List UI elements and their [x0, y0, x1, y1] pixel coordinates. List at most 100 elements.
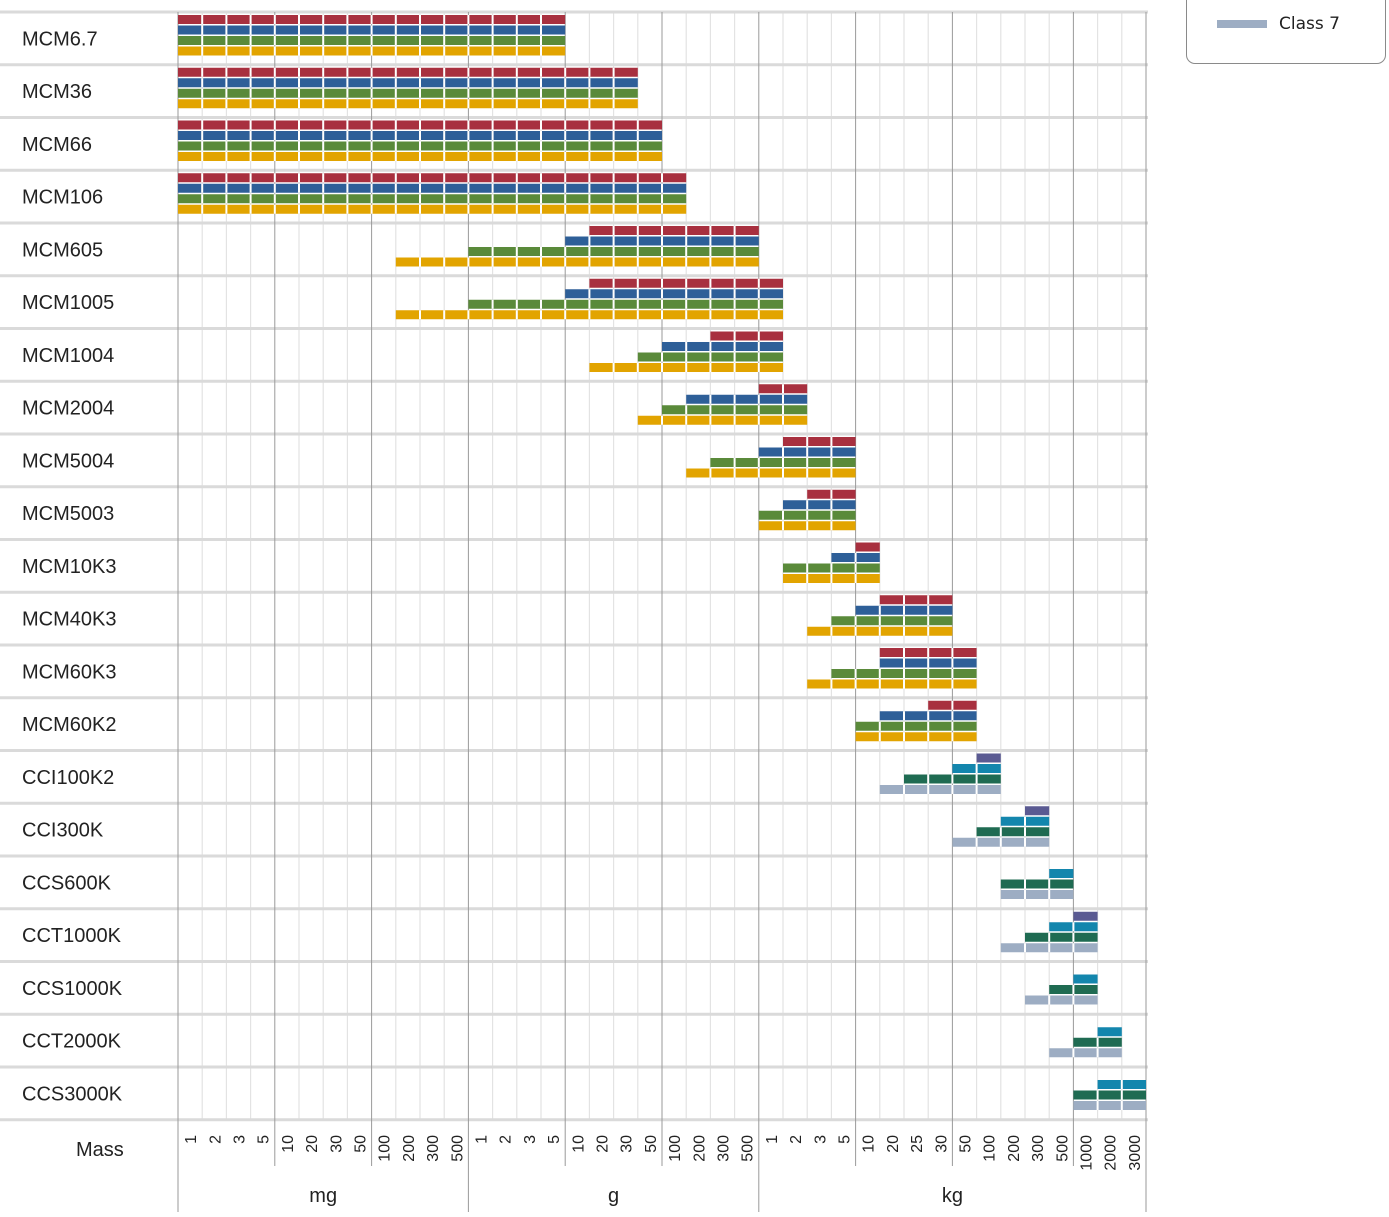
tick-label: 30: [933, 1135, 950, 1153]
model-label: MCM36: [22, 81, 92, 103]
model-label: MCM5003: [22, 503, 114, 525]
range-bar: [178, 78, 638, 88]
range-bar: [1073, 974, 1098, 984]
unit-label: kg: [942, 1185, 963, 1207]
range-bar: [1025, 995, 1098, 1005]
tick-label: 5: [837, 1135, 854, 1144]
tick-label: 1: [474, 1135, 491, 1144]
tick-label: 200: [401, 1135, 418, 1162]
model-label: MCM106: [22, 187, 103, 209]
range-bar: [468, 299, 783, 309]
range-bar: [178, 204, 687, 214]
model-label: CCT2000K: [22, 1031, 122, 1053]
legend-label: Class 7: [1279, 14, 1340, 34]
range-bar: [1073, 1090, 1146, 1100]
tick-label: 10: [861, 1135, 878, 1153]
tick-label: 500: [740, 1135, 757, 1162]
range-bar: [976, 827, 1050, 837]
legend: Class 6 Class 7: [1186, 0, 1386, 64]
tick-label: 500: [1054, 1135, 1071, 1162]
range-bar: [686, 468, 856, 478]
tick-label: 500: [449, 1135, 466, 1162]
model-label: MCM60K2: [22, 714, 116, 736]
model-label: MCM6.7: [22, 28, 98, 50]
tick-label: 50: [643, 1135, 660, 1153]
tick-label: 20: [304, 1135, 321, 1153]
model-label: CCT1000K: [22, 925, 122, 947]
tick-label: 50: [353, 1135, 370, 1153]
tick-label: 200: [1006, 1135, 1023, 1162]
range-bar: [855, 732, 977, 742]
range-bar: [879, 785, 1001, 794]
range-bar: [855, 721, 977, 731]
range-bar: [1049, 1048, 1122, 1058]
range-bar: [1073, 911, 1098, 921]
range-bar: [1049, 869, 1074, 878]
model-label: CCI100K2: [22, 767, 114, 789]
range-bar: [178, 88, 638, 98]
tick-label: 1000: [1079, 1135, 1096, 1171]
unit-label: mg: [309, 1185, 337, 1207]
tick-label: 300: [716, 1135, 733, 1162]
model-label: CCI300K: [22, 820, 104, 842]
tick-label: 25: [909, 1135, 926, 1153]
mass-axis-label: Mass: [76, 1139, 124, 1161]
tick-label: 3: [522, 1135, 539, 1144]
range-bar: [178, 99, 638, 109]
tick-label: 100: [377, 1135, 394, 1162]
range-bar: [662, 342, 783, 351]
range-bar: [1097, 1027, 1122, 1037]
tick-label: 100: [982, 1135, 999, 1162]
tick-label: 100: [667, 1135, 684, 1162]
model-label: MCM5004: [22, 450, 114, 472]
legend-swatch: [1217, 20, 1267, 28]
model-label: MCM10K3: [22, 556, 116, 578]
range-bar: [807, 679, 977, 689]
range-bar: [395, 257, 759, 267]
tick-label: 1: [764, 1135, 781, 1144]
range-bar: [783, 500, 856, 510]
range-bar: [783, 437, 856, 446]
tick-label: 200: [691, 1135, 708, 1162]
tick-label: 2000: [1103, 1135, 1120, 1171]
model-label: CCS3000K: [22, 1083, 123, 1105]
tick-label: 2: [788, 1135, 805, 1144]
tick-label: 50: [958, 1135, 975, 1153]
range-bar: [178, 183, 687, 193]
range-bar: [855, 542, 880, 552]
model-label: MCM2004: [22, 398, 114, 420]
model-label: MCM1005: [22, 292, 114, 314]
model-label: CCS600K: [22, 872, 112, 894]
tick-label: 5: [256, 1135, 273, 1144]
tick-label: 20: [595, 1135, 612, 1153]
tick-label: 3: [232, 1135, 249, 1144]
tick-label: 10: [280, 1135, 297, 1153]
tick-label: 2: [207, 1135, 224, 1144]
range-bar: [178, 194, 687, 204]
tick-label: 3000: [1127, 1135, 1144, 1171]
tick-label: 20: [885, 1135, 902, 1153]
unit-label: g: [608, 1185, 619, 1207]
tick-label: 3: [812, 1135, 829, 1144]
range-bar: [1073, 1101, 1146, 1110]
tick-label: 2: [498, 1135, 515, 1144]
range-bar: [1025, 806, 1050, 816]
tick-label: 1: [183, 1135, 200, 1144]
range-bar: [879, 595, 953, 605]
range-bar: [637, 415, 808, 425]
range-bar: [589, 226, 759, 235]
range-bar: [976, 753, 1001, 763]
model-label: MCM1004: [22, 345, 114, 367]
model-label: CCS1000K: [22, 978, 123, 1000]
model-label: MCM66: [22, 134, 92, 156]
range-bar: [178, 173, 687, 183]
tick-label: 30: [619, 1135, 636, 1153]
legend-item: Class 7: [1217, 14, 1340, 34]
range-bar: [710, 331, 783, 341]
model-label: MCM605: [22, 239, 103, 261]
tick-label: 10: [570, 1135, 587, 1153]
tick-label: 300: [1030, 1135, 1047, 1162]
model-label: MCM40K3: [22, 609, 116, 631]
range-bar: [178, 67, 638, 77]
